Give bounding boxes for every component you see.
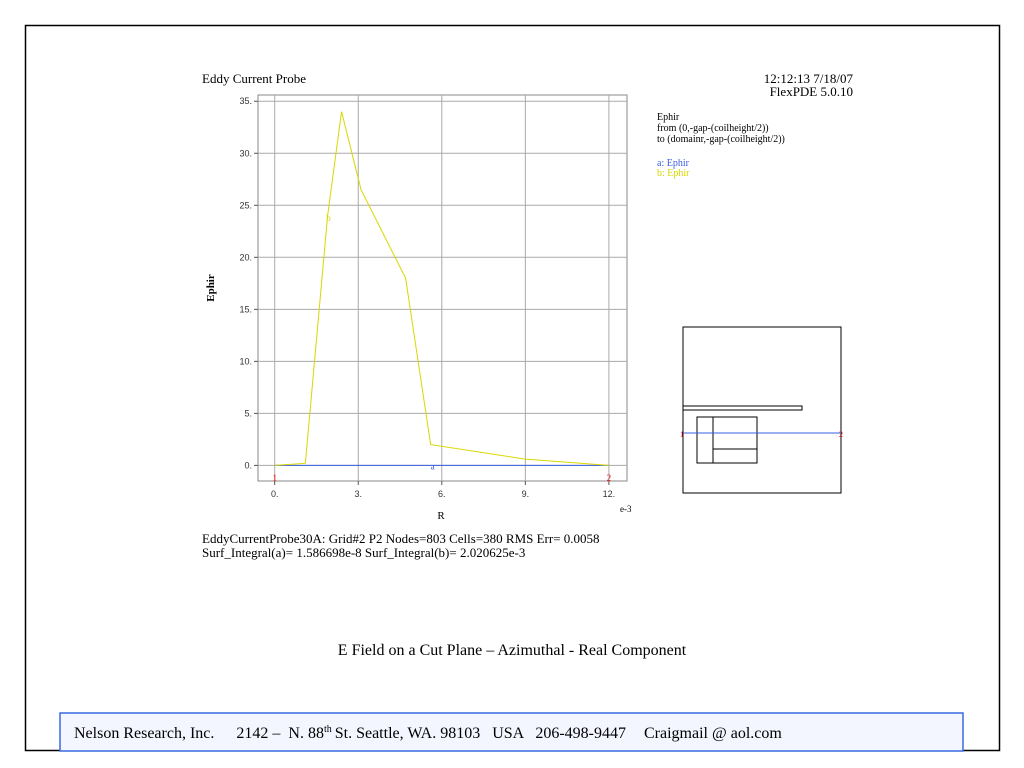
footer-address: 2142 – N. 88 bbox=[236, 725, 324, 742]
y-tick-label: 35. bbox=[239, 96, 252, 106]
plot-info: Ephir bbox=[657, 112, 680, 123]
footer-box bbox=[59, 712, 964, 752]
endpoint-label: 2 bbox=[607, 473, 612, 483]
x-tick-label: 12. bbox=[603, 489, 616, 499]
footer-sup: th bbox=[324, 724, 332, 735]
coil bbox=[696, 416, 758, 464]
plot-frame bbox=[257, 94, 628, 482]
timestamp: 12:12:13 7/18/07 bbox=[764, 71, 854, 86]
y-tick-label: 25. bbox=[239, 200, 252, 210]
plot-info: to (domainr,-gap-(coilheight/2)) bbox=[657, 134, 785, 145]
x-tick-label: 0. bbox=[271, 489, 279, 499]
footer: Nelson Research, Inc. 2142 – N. 88th St. S… bbox=[74, 724, 782, 742]
y-tick-label: 15. bbox=[239, 304, 252, 314]
footer-email: Craigmail @ aol.com bbox=[644, 725, 782, 742]
plate bbox=[682, 405, 803, 411]
y-tick-label: 30. bbox=[239, 148, 252, 158]
plot-info: from (0,-gap-(coilheight/2)) bbox=[657, 123, 769, 134]
x-tick-label: 3. bbox=[354, 489, 362, 499]
footer-company: Nelson Research, Inc. bbox=[74, 725, 214, 742]
legend-entry: a: Ephir bbox=[657, 158, 690, 169]
legend-entry: b: Ephir bbox=[657, 168, 690, 179]
y-axis-label: Ephir bbox=[205, 274, 217, 302]
curve-label: b bbox=[326, 213, 331, 223]
endpoint-label: 1 bbox=[272, 473, 277, 483]
x-axis-label: R bbox=[437, 510, 445, 522]
cut-end: 2 bbox=[839, 430, 843, 439]
run-note: EddyCurrentProbe30A: Grid#2 P2 Nodes=803… bbox=[202, 531, 600, 546]
chart-title: Eddy Current Probe bbox=[202, 71, 306, 86]
curve-label: a bbox=[431, 461, 435, 471]
software: FlexPDE 5.0.10 bbox=[770, 84, 853, 99]
x-tick-label: 6. bbox=[438, 489, 446, 499]
footer-address: St. Seattle, WA. 98103 USA 206-498-9447 bbox=[335, 725, 626, 742]
y-tick-label: 20. bbox=[239, 252, 252, 262]
geometry-inset bbox=[682, 326, 842, 494]
y-tick-label: 5. bbox=[244, 408, 252, 418]
cut-start: 1 bbox=[680, 430, 684, 439]
x-tick-label: 9. bbox=[522, 489, 530, 499]
run-note: Surf_Integral(a)= 1.586698e-8 Surf_Integ… bbox=[202, 545, 525, 560]
x-multiplier: e-3 bbox=[620, 504, 632, 514]
series-line bbox=[274, 111, 609, 466]
y-tick-label: 10. bbox=[239, 356, 252, 366]
y-tick-label: 0. bbox=[244, 460, 252, 470]
caption: E Field on a Cut Plane – Azimuthal - Rea… bbox=[338, 642, 687, 659]
